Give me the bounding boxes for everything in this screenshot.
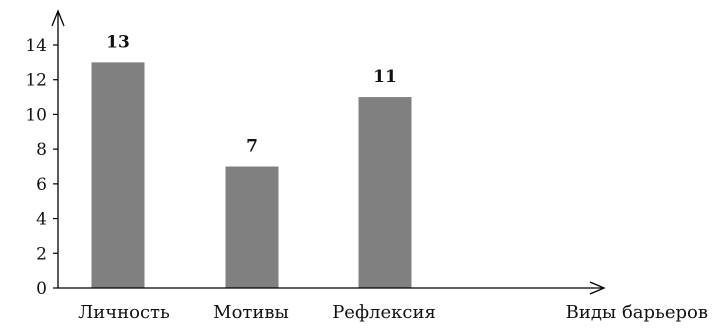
category-label-1: Личность	[78, 302, 170, 323]
y-tick-label: 14	[25, 36, 47, 56]
data-label-3: 11	[373, 67, 397, 87]
bars	[91, 62, 412, 288]
y-tick-label: 6	[36, 175, 47, 195]
y-tick-label: 4	[36, 210, 47, 230]
bar-3	[358, 97, 412, 288]
y-tick-label: 10	[25, 105, 47, 125]
y-tick-label: 0	[36, 279, 47, 299]
category-label-2: Мотивы	[213, 302, 289, 323]
category-labels: Личность Мотивы Рефлексия	[78, 302, 436, 323]
data-label-2: 7	[246, 137, 258, 157]
x-axis-arrow	[589, 281, 606, 295]
y-axis-arrow	[51, 9, 65, 27]
x-axis-title: Виды барьеров	[566, 302, 708, 323]
y-tick-label: 2	[36, 244, 47, 264]
y-axis-ticks: 0 2 4 6 8 10 12 14	[25, 36, 58, 299]
y-tick-label: 12	[25, 71, 47, 91]
y-tick-label: 8	[36, 140, 47, 160]
bar-2	[225, 166, 279, 288]
bar-1	[91, 62, 145, 288]
category-label-3: Рефлексия	[332, 302, 436, 323]
data-labels: 13 7 11	[106, 32, 397, 156]
data-label-1: 13	[106, 32, 130, 52]
